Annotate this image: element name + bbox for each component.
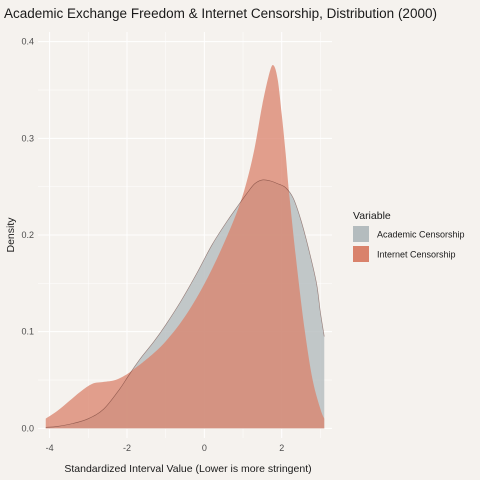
density-area-internet-censorship: [45, 64, 325, 429]
legend-title: Variable: [353, 210, 391, 222]
x-tick-label: -2: [123, 443, 131, 453]
density-outline-academic-censorship: [45, 179, 325, 428]
y-tick-label: 0.1: [21, 327, 34, 337]
y-tick-label: 0.0: [21, 423, 34, 433]
y-axis-title: Density: [5, 217, 17, 253]
y-tick-label: 0.3: [21, 133, 34, 143]
chart-title: Academic Exchange Freedom & Internet Cen…: [4, 6, 437, 21]
x-tick-label: 0: [202, 443, 207, 453]
y-axis: 0.0 0.1 0.2 0.3 0.4: [21, 37, 34, 434]
legend-label-internet-censorship: Internet Censorship: [377, 250, 456, 260]
x-tick-label: -4: [46, 443, 54, 453]
legend: Variable Academic Censorship Internet Ce…: [353, 210, 465, 262]
legend-label-academic-censorship: Academic Censorship: [377, 230, 465, 240]
y-tick-label: 0.2: [21, 230, 34, 240]
y-tick-label: 0.4: [21, 37, 34, 47]
x-tick-label: 2: [279, 443, 284, 453]
density-areas: [45, 64, 325, 429]
legend-key-academic-censorship: [353, 226, 369, 242]
legend-key-internet-censorship: [353, 246, 369, 262]
x-axis-title: Standardized Interval Value (Lower is mo…: [64, 463, 311, 475]
x-axis: -4 -2 0 2: [46, 443, 285, 453]
